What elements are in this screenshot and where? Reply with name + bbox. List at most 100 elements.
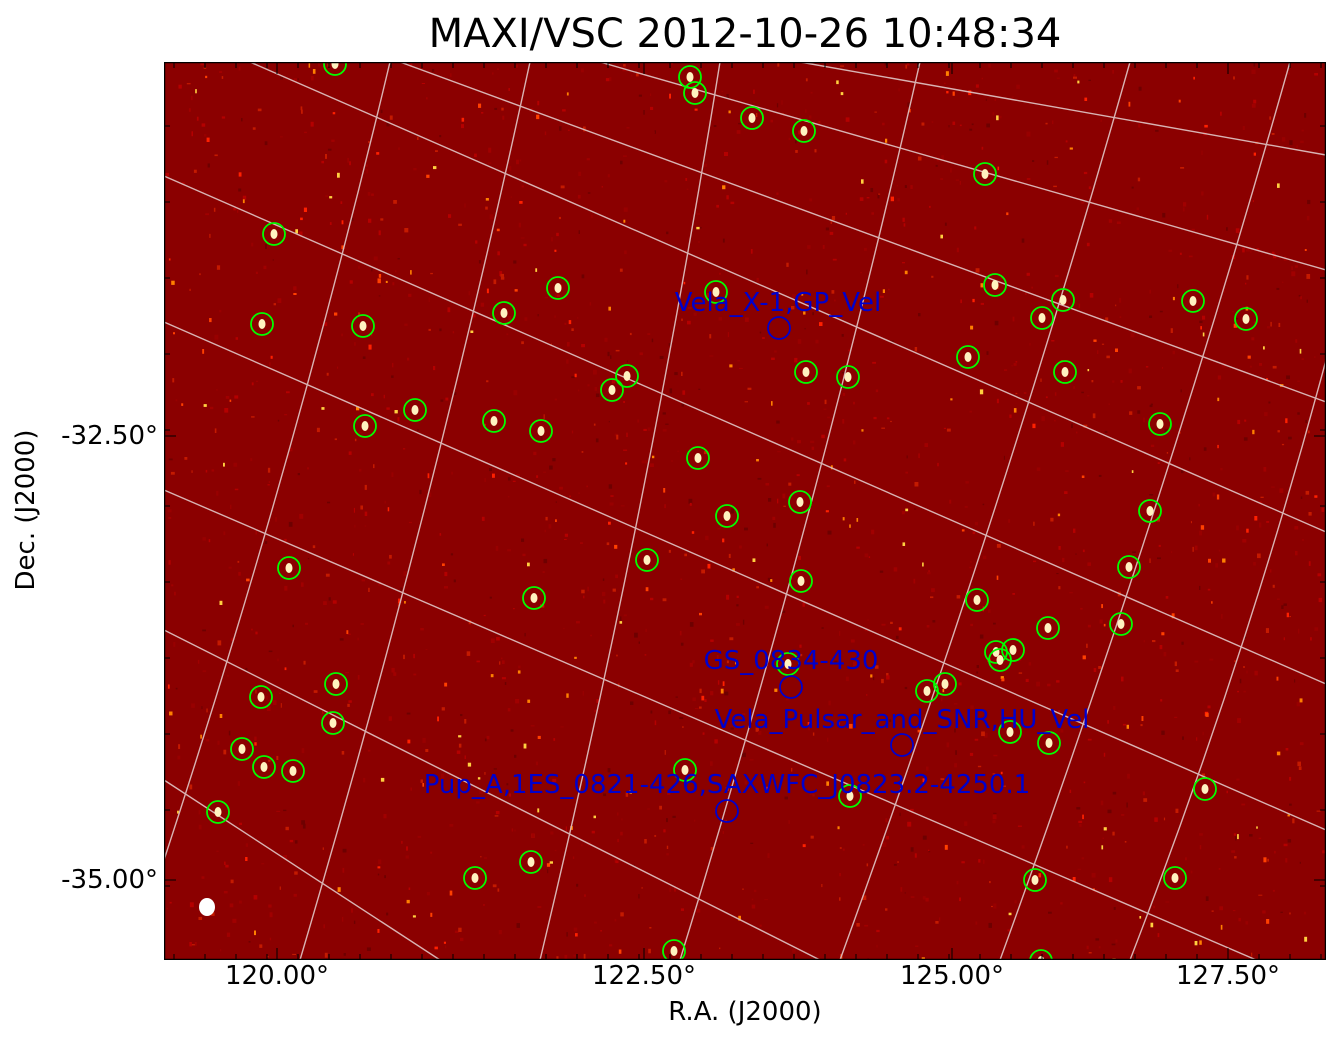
noise-speck: [1087, 624, 1091, 628]
noise-speck: [420, 628, 424, 631]
noise-speck: [654, 130, 656, 134]
noise-speck: [577, 317, 579, 319]
noise-speck: [1234, 660, 1237, 662]
noise-speck: [1179, 252, 1182, 255]
noise-speck: [230, 504, 232, 509]
catalog-circle: [230, 737, 254, 761]
noise-speck: [741, 713, 746, 715]
noise-speck: [996, 544, 1001, 548]
bright-speck: [683, 281, 686, 285]
noise-speck: [981, 146, 984, 150]
noise-speck: [170, 471, 175, 475]
noise-speck: [1121, 676, 1124, 682]
axis-ticks: [164, 62, 1326, 960]
source-spot: [500, 308, 508, 318]
bright-speck: [458, 735, 462, 738]
noise-speck: [259, 944, 263, 948]
bright-speck: [1208, 558, 1211, 563]
noise-speck: [862, 895, 867, 900]
catalog-circle: [794, 360, 818, 384]
noise-speck: [665, 423, 669, 425]
noise-speck: [233, 462, 238, 467]
noise-speck: [905, 64, 908, 69]
noise-speck: [366, 169, 368, 174]
noise-speck: [193, 169, 197, 173]
noise-speck: [483, 614, 486, 617]
bright-speck: [722, 681, 725, 686]
noise-speck: [694, 819, 696, 822]
noise-speck: [251, 628, 253, 631]
noise-speck: [1177, 284, 1179, 289]
noise-speck: [955, 750, 957, 755]
noise-speck: [623, 449, 628, 451]
noise-speck: [1069, 592, 1073, 594]
noise-speck: [939, 917, 941, 922]
noise-speck: [785, 698, 790, 701]
noise-speck: [264, 541, 268, 544]
noise-speck: [1145, 366, 1149, 368]
noise-speck: [616, 434, 619, 440]
noise-speck: [1270, 569, 1272, 573]
noise-speck: [884, 159, 888, 164]
noise-speck: [959, 124, 962, 127]
noise-speck: [910, 896, 915, 898]
noise-speck: [1317, 573, 1322, 577]
noise-speck: [464, 719, 467, 724]
noise-speck: [975, 268, 980, 273]
noise-speck: [460, 714, 463, 717]
noise-speck: [594, 921, 597, 924]
noise-speck: [638, 641, 640, 644]
noise-speck: [1219, 906, 1223, 911]
bright-speck: [1222, 558, 1226, 563]
bright-speck: [1131, 470, 1134, 473]
noise-speck: [347, 157, 349, 163]
noise-speck: [1277, 430, 1280, 433]
noise-speck: [1252, 200, 1254, 203]
noise-speck: [486, 735, 490, 740]
noise-speck: [1098, 946, 1101, 949]
noise-speck: [248, 941, 251, 943]
noise-speck: [168, 458, 173, 461]
noise-speck: [235, 337, 238, 340]
noise-speck: [808, 115, 812, 119]
noise-speck: [669, 388, 673, 394]
noise-speck: [1297, 761, 1301, 767]
noise-speck: [1237, 419, 1241, 425]
noise-speck: [881, 678, 884, 684]
noise-speck: [666, 818, 668, 823]
noise-speck: [830, 221, 832, 224]
noise-speck: [226, 932, 231, 937]
noise-speck: [841, 371, 846, 374]
noise-speck: [520, 237, 525, 239]
noise-speck: [301, 582, 304, 587]
noise-speck: [480, 302, 485, 307]
noise-speck: [571, 328, 574, 331]
noise-speck: [217, 740, 220, 745]
noise-speck: [1097, 350, 1099, 354]
noise-speck: [464, 203, 466, 208]
noise-speck: [181, 182, 185, 185]
noise-speck: [265, 244, 267, 249]
noise-speck: [1220, 111, 1222, 116]
noise-speck: [1281, 137, 1286, 142]
bright-speck: [1246, 528, 1249, 533]
noise-speck: [783, 505, 786, 507]
noise-speck: [806, 269, 808, 275]
noise-speck: [1142, 791, 1145, 796]
noise-speck: [245, 667, 248, 673]
noise-speck: [956, 880, 959, 885]
noise-speck: [986, 123, 990, 128]
bright-speck: [1093, 339, 1097, 342]
noise-speck: [255, 530, 257, 535]
catalog-circle: [249, 685, 273, 709]
noise-speck: [1266, 521, 1270, 523]
bright-speck: [1254, 516, 1258, 521]
noise-speck: [1003, 455, 1005, 460]
noise-speck: [1291, 266, 1293, 271]
noise-speck: [378, 859, 382, 865]
noise-speck: [828, 700, 831, 706]
noise-speck: [609, 502, 614, 506]
noise-speck: [389, 115, 393, 120]
noise-speck: [223, 749, 227, 755]
noise-speck: [250, 458, 253, 462]
